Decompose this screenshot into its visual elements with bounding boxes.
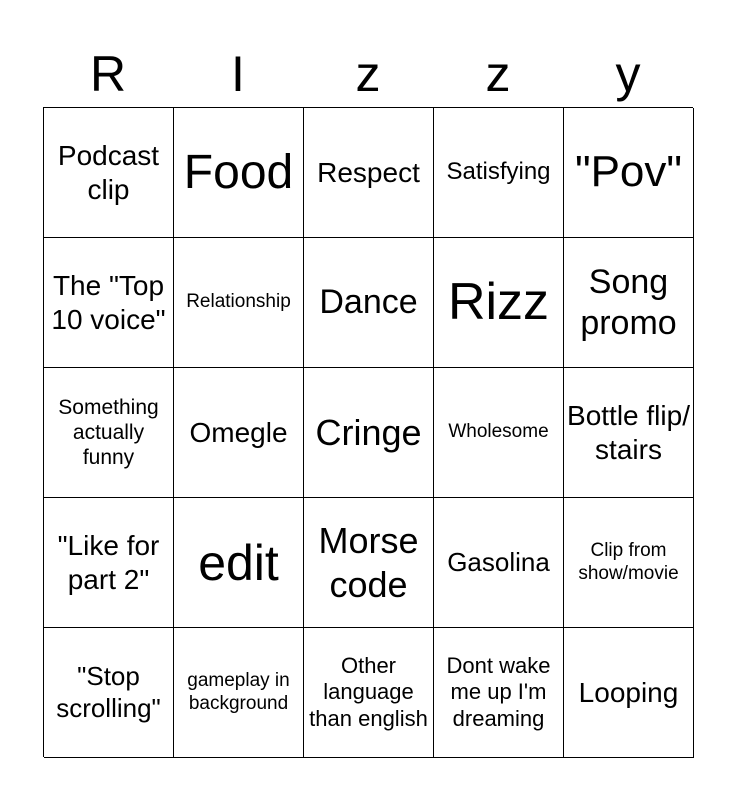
cell-text: Cringe bbox=[315, 411, 422, 453]
cell-text: Morse code bbox=[318, 520, 419, 605]
cell-text: "Stop scrolling" bbox=[56, 661, 161, 723]
bingo-cell[interactable]: Wholesome bbox=[434, 368, 564, 498]
bingo-cell[interactable]: Clip from show/movie bbox=[564, 498, 694, 628]
bingo-cell[interactable]: Dont wake me up I'm dreaming bbox=[434, 628, 564, 758]
bingo-cell[interactable]: Podcast clip bbox=[44, 108, 174, 238]
bingo-cell[interactable]: Satisfying bbox=[434, 108, 564, 238]
cell-text: Relationship bbox=[186, 291, 291, 313]
bingo-cell[interactable]: Other language than english bbox=[304, 628, 434, 758]
cell-text: Bottle flip/ stairs bbox=[567, 399, 690, 465]
cell-text: Dance bbox=[319, 283, 418, 322]
bingo-cell[interactable]: Something actually funny bbox=[44, 368, 174, 498]
bingo-cell[interactable]: edit bbox=[174, 498, 304, 628]
cell-text: Something actually funny bbox=[58, 395, 159, 470]
header-letter: z bbox=[355, 46, 381, 102]
bingo-header: R I z z y bbox=[43, 44, 693, 104]
cell-text: edit bbox=[198, 534, 279, 591]
bingo-cell[interactable]: Bottle flip/ stairs bbox=[564, 368, 694, 498]
bingo-cell[interactable]: Food bbox=[174, 108, 304, 238]
header-letter: z bbox=[485, 46, 511, 102]
bingo-cell[interactable]: Rizz bbox=[434, 238, 564, 368]
bingo-cell[interactable]: The "Top 10 voice" bbox=[44, 238, 174, 368]
cell-text: "Pov" bbox=[574, 147, 683, 197]
bingo-cell[interactable]: "Pov" bbox=[564, 108, 694, 238]
bingo-cell[interactable]: Looping bbox=[564, 628, 694, 758]
cell-text: "Like for part 2" bbox=[57, 529, 160, 595]
cell-text: Wholesome bbox=[448, 421, 549, 443]
header-letter: y bbox=[615, 46, 641, 102]
cell-text: The "Top 10 voice" bbox=[51, 269, 166, 335]
cell-text: Song promo bbox=[580, 262, 677, 342]
bingo-grid: Podcast clip Food Respect Satisfying "Pov" Th… bbox=[43, 107, 694, 758]
bingo-cell[interactable]: Respect bbox=[304, 108, 434, 238]
bingo-cell[interactable]: gameplay in background bbox=[174, 628, 304, 758]
cell-text: gameplay in background bbox=[187, 669, 290, 714]
bingo-cell[interactable]: "Stop scrolling" bbox=[44, 628, 174, 758]
bingo-cell[interactable]: Dance bbox=[304, 238, 434, 368]
bingo-cell[interactable]: Gasolina bbox=[434, 498, 564, 628]
bingo-cell[interactable]: Morse code bbox=[304, 498, 434, 628]
cell-text: Clip from show/movie bbox=[578, 539, 679, 584]
cell-text: Satisfying bbox=[446, 158, 551, 186]
bingo-cell[interactable]: Song promo bbox=[564, 238, 694, 368]
cell-text: Podcast clip bbox=[57, 139, 160, 205]
bingo-cell[interactable]: "Like for part 2" bbox=[44, 498, 174, 628]
header-letter: I bbox=[231, 46, 245, 102]
cell-text: Respect bbox=[317, 156, 420, 188]
cell-text: Dont wake me up I'm dreaming bbox=[446, 652, 551, 731]
cell-text: Gasolina bbox=[447, 546, 550, 577]
header-letter: R bbox=[89, 46, 127, 102]
cell-text: Omegle bbox=[189, 416, 288, 448]
bingo-cell[interactable]: Relationship bbox=[174, 238, 304, 368]
bingo-cell[interactable]: Omegle bbox=[174, 368, 304, 498]
cell-text: Rizz bbox=[447, 273, 550, 332]
cell-text: Looping bbox=[578, 676, 679, 708]
cell-text: Food bbox=[183, 145, 294, 199]
bingo-cell[interactable]: Cringe bbox=[304, 368, 434, 498]
cell-text: Other language than english bbox=[309, 652, 428, 731]
